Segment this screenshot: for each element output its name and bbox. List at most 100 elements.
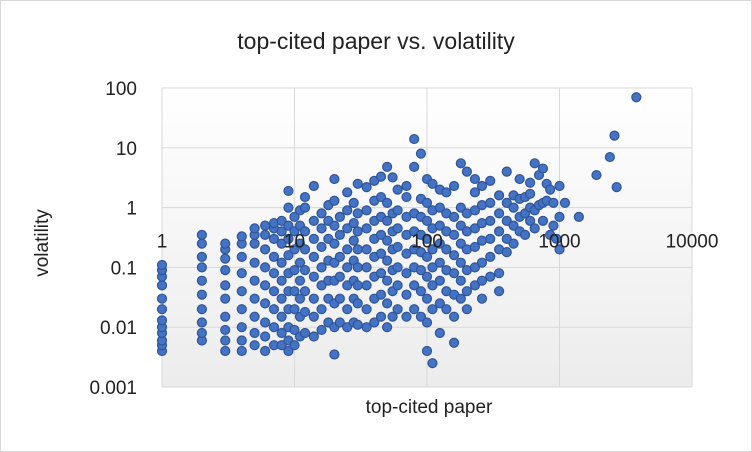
data-point [236, 304, 247, 315]
data-point [156, 293, 168, 304]
data-point [334, 271, 345, 282]
data-point [493, 268, 505, 279]
data-point [220, 335, 231, 346]
data-point [427, 178, 438, 189]
data-point [352, 244, 363, 255]
data-point [236, 231, 247, 242]
data-point [392, 241, 403, 253]
data-point [448, 250, 460, 261]
data-point [283, 233, 294, 244]
data-point [260, 220, 271, 231]
data-point [469, 187, 481, 198]
data-point [361, 280, 372, 291]
data-point [401, 289, 412, 300]
data-point [537, 163, 549, 174]
data-point [493, 190, 505, 201]
data-point [375, 191, 387, 203]
data-point [434, 327, 445, 339]
data-point [289, 340, 300, 351]
data-point [268, 233, 280, 244]
data-point [485, 271, 496, 282]
data-point [260, 244, 271, 255]
data-point [294, 275, 306, 286]
data-point [196, 251, 207, 262]
data-point [519, 229, 531, 240]
data-point [249, 257, 260, 268]
data-point [392, 205, 403, 216]
x-tick-label: 100 [411, 232, 443, 253]
data-point [508, 220, 519, 231]
data-point [196, 262, 207, 273]
data-point [348, 218, 359, 229]
data-point [249, 275, 260, 286]
data-point [260, 317, 271, 328]
data-point [361, 322, 372, 333]
data-point [294, 257, 306, 268]
data-point [308, 293, 319, 304]
data-point [308, 215, 319, 226]
data-point [548, 220, 559, 231]
data-point [308, 233, 319, 244]
data-point [501, 233, 512, 244]
data-point [236, 286, 247, 297]
data-point [469, 280, 481, 291]
data-point [236, 345, 247, 357]
data-point [308, 251, 319, 262]
data-point [260, 331, 271, 342]
data-point [461, 304, 472, 315]
data-point [469, 223, 481, 234]
data-point [299, 226, 311, 237]
data-point [268, 286, 280, 297]
data-point [329, 238, 340, 249]
data-point [409, 304, 420, 315]
data-point [434, 238, 445, 249]
data-point [455, 202, 466, 213]
data-point [382, 255, 393, 266]
data-point [236, 322, 247, 333]
data-point [421, 317, 433, 328]
data-point [448, 211, 460, 222]
data-point [493, 226, 505, 237]
data-point [382, 275, 393, 286]
data-point [196, 238, 207, 249]
data-point [220, 238, 231, 249]
data-point [461, 166, 472, 177]
data-point [268, 322, 280, 333]
data-point [415, 148, 427, 159]
data-point [401, 248, 412, 259]
data-point [382, 322, 393, 333]
y-tick-label: 1 [126, 199, 137, 220]
data-point [382, 215, 393, 226]
data-point [409, 161, 420, 172]
data-point [361, 262, 372, 273]
data-point [308, 311, 319, 322]
data-point [387, 311, 398, 322]
data-point [369, 317, 380, 328]
data-point [249, 293, 260, 304]
data-point [289, 211, 300, 222]
data-point [427, 244, 438, 255]
data-point [401, 180, 412, 192]
x-axis-label: top-cited paper [365, 397, 493, 418]
data-point [276, 275, 287, 286]
data-point [476, 218, 488, 229]
data-point [392, 304, 403, 315]
data-point [299, 306, 311, 318]
data-point [476, 275, 488, 286]
data-point [441, 244, 452, 255]
data-point [220, 311, 231, 322]
data-point [316, 304, 327, 315]
data-point [448, 337, 460, 348]
data-point [289, 324, 300, 336]
data-point [559, 197, 571, 208]
data-point [361, 244, 372, 255]
data-point [268, 251, 280, 262]
data-point [427, 262, 438, 273]
data-point [268, 304, 280, 315]
data-point [485, 215, 496, 226]
data-point [289, 286, 300, 297]
y-tick-label: 0.01 [100, 318, 137, 339]
data-point [548, 197, 559, 208]
data-point [392, 280, 403, 291]
data-point [283, 185, 294, 197]
